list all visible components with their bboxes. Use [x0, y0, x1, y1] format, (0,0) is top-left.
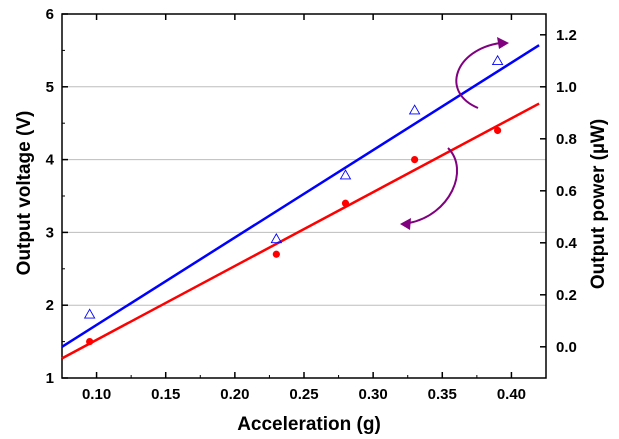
- axis-ticks: [62, 13, 546, 379]
- x-axis-title: Acceleration (g): [237, 414, 381, 435]
- y-tick-label: 5: [46, 79, 54, 96]
- curved-arrow-right: [455, 42, 501, 109]
- y-tick-label: 6: [46, 6, 54, 23]
- tick-labels: 0.10 0.15 0.20 0.25 0.30 0.35 0.40 1 2 3 4 5 6 0.0 0.2…: [46, 6, 578, 403]
- voltage-point: [494, 126, 502, 135]
- y-tick-label: 3: [46, 224, 54, 241]
- voltage-point: [272, 250, 280, 258]
- x-tick-label: 0.25: [289, 386, 318, 403]
- x-tick-label: 0.30: [359, 386, 388, 403]
- data-markers: [83, 54, 504, 346]
- curved-arrow-left-head: [400, 218, 411, 230]
- curved-arrow-right-head: [497, 37, 509, 49]
- y2-tick-label: 1.0: [556, 79, 577, 96]
- x-tick-label: 0.40: [497, 386, 526, 403]
- y-tick-label: 2: [46, 297, 54, 314]
- voltage-point: [411, 156, 419, 164]
- y2-tick-label: 0.2: [556, 287, 577, 304]
- y2-tick-label: 0.6: [556, 183, 577, 200]
- y2-tick-label: 0.4: [556, 235, 578, 252]
- x-tick-label: 0.15: [151, 386, 180, 403]
- plot-area: [61, 13, 547, 379]
- y2-axis-title: Output power (µW): [588, 119, 609, 289]
- annotation-arrows: [400, 37, 509, 230]
- y2-tick-label: 1.2: [556, 27, 577, 44]
- fit-lines: [61, 44, 540, 360]
- x-tick-label: 0.10: [82, 386, 111, 403]
- voltage-fit-line: [61, 102, 540, 360]
- power-point: [270, 232, 283, 244]
- x-tick-label: 0.20: [220, 386, 249, 403]
- y-tick-label: 1: [46, 370, 54, 387]
- power-fit-line: [61, 44, 540, 348]
- grid-lines: [62, 86, 546, 306]
- power-point: [408, 104, 421, 115]
- power-point: [83, 308, 96, 319]
- power-point: [339, 169, 352, 180]
- power-point: [491, 54, 504, 66]
- y2-tick-label: 0.0: [556, 339, 577, 356]
- voltage-point: [86, 338, 94, 346]
- x-tick-label: 0.35: [428, 386, 457, 403]
- curved-arrow-left: [408, 147, 458, 224]
- y-tick-label: 4: [46, 152, 55, 169]
- y-axis-title: Output voltage (V): [14, 111, 35, 276]
- y2-tick-label: 0.8: [556, 131, 577, 148]
- voltage-point: [341, 199, 350, 207]
